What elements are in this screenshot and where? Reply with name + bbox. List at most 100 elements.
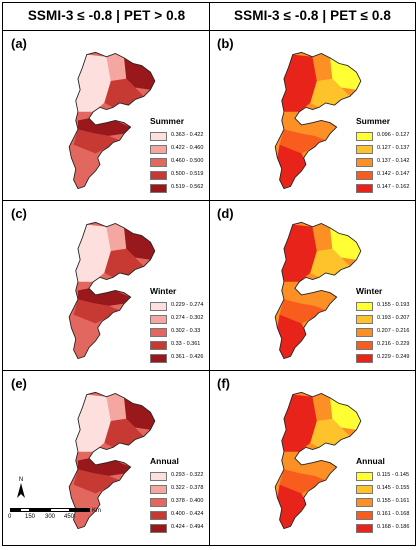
legend-range-label: 0.302 - 0.33 — [171, 328, 201, 334]
map-zone — [124, 397, 155, 430]
legend-range-label: 0.400 - 0.424 — [171, 511, 204, 517]
map-zone — [77, 458, 131, 476]
legend-swatch — [356, 511, 373, 520]
map-zone — [75, 394, 111, 452]
map-outline — [68, 51, 156, 190]
panel-label: (c) — [11, 206, 27, 221]
map-zone — [75, 224, 111, 282]
legend: 0.293 - 0.322 0.322 - 0.378 0.378 - 0.400 0… — [150, 470, 210, 535]
legend-range-label: 0.460 - 0.500 — [171, 158, 204, 164]
season-title: Summer — [356, 116, 391, 126]
map-zone — [330, 227, 361, 260]
legend-range-label: 0.155 - 0.161 — [377, 498, 410, 504]
legend-range-label: 0.378 - 0.400 — [171, 498, 204, 504]
legend-swatch — [356, 524, 373, 533]
legend-item: 0.229 - 0.274 — [150, 300, 210, 313]
map-zone — [73, 469, 120, 494]
scale-segment — [70, 508, 90, 512]
row-divider-1 — [2, 200, 416, 201]
legend-item: 0.207 - 0.216 — [356, 326, 416, 339]
scale-bar: N 0 150 300 450 Km — [8, 477, 120, 540]
legend-range-label: 0.293 - 0.322 — [171, 472, 204, 478]
legend-item: 0.137 - 0.142 — [356, 156, 416, 169]
svg-text:N: N — [19, 477, 23, 483]
legend-item: 0.424 - 0.494 — [150, 522, 210, 535]
map-zone — [71, 484, 100, 529]
legend-range-label: 0.361 - 0.426 — [171, 354, 204, 360]
legend-range-label: 0.137 - 0.142 — [377, 158, 410, 164]
legend-range-label: 0.145 - 0.155 — [377, 485, 410, 491]
legend-swatch — [356, 184, 373, 193]
legend-range-label: 0.33 - 0.361 — [171, 341, 201, 347]
map-panel-f: (f) Annual 0.115 - 0.145 0.145 - 0.155 0.155… — [210, 372, 416, 537]
legend-swatch — [356, 132, 373, 141]
legend: 0.155 - 0.193 0.193 - 0.207 0.207 - 0.216 0… — [356, 300, 416, 365]
legend-range-label: 0.519 - 0.562 — [171, 184, 204, 190]
season-title: Winter — [356, 286, 383, 296]
legend: 0.229 - 0.274 0.274 - 0.302 0.302 - 0.33 0.… — [150, 300, 210, 365]
map-zone — [73, 299, 120, 324]
column-title-left: SSMI-3 ≤ -0.8 | PET > 0.8 — [27, 8, 186, 23]
legend-item: 0.274 - 0.302 — [150, 313, 210, 326]
legend-item: 0.127 - 0.137 — [356, 143, 416, 156]
legend-range-label: 0.161 - 0.168 — [377, 511, 410, 517]
scale-segment — [30, 508, 50, 512]
map-zone — [277, 144, 306, 189]
season-title: Annual — [150, 456, 179, 466]
map-zone — [281, 224, 317, 282]
map-zone — [283, 458, 337, 476]
legend-swatch — [356, 171, 373, 180]
legend-swatch — [150, 341, 167, 350]
legend-item: 0.216 - 0.229 — [356, 339, 416, 352]
legend-item: 0.400 - 0.424 — [150, 509, 210, 522]
legend-range-label: 0.216 - 0.229 — [377, 341, 410, 347]
scale-tick-label: 0 — [8, 514, 12, 520]
legend-item: 0.147 - 0.162 — [356, 182, 416, 195]
map-zone — [281, 394, 317, 452]
legend-range-label: 0.207 - 0.216 — [377, 328, 410, 334]
north-arrow-icon: N — [17, 477, 25, 498]
legend-range-label: 0.168 - 0.186 — [377, 524, 410, 530]
region-map — [68, 221, 156, 360]
map-zone — [75, 54, 111, 112]
map-zone — [277, 484, 306, 529]
scale-segment — [20, 508, 30, 512]
legend-swatch — [356, 472, 373, 481]
legend-item: 0.096 - 0.127 — [356, 130, 416, 143]
legend-range-label: 0.096 - 0.127 — [377, 132, 410, 138]
map-zone — [279, 299, 326, 324]
map-outline — [68, 391, 156, 530]
map-zone — [312, 53, 333, 81]
legend-range-label: 0.274 - 0.302 — [171, 315, 204, 321]
map-panel-d: (d) Winter 0.155 - 0.193 0.193 - 0.207 0.207… — [210, 202, 416, 367]
region-map — [68, 51, 156, 190]
legend: 0.363 - 0.422 0.422 - 0.460 0.460 - 0.500 0… — [150, 130, 210, 195]
map-zone — [312, 393, 333, 421]
legend-range-label: 0.147 - 0.162 — [377, 184, 410, 190]
legend-item: 0.378 - 0.400 — [150, 496, 210, 509]
legend-item: 0.361 - 0.426 — [150, 352, 210, 365]
map-zone — [77, 118, 131, 136]
legend-range-label: 0.155 - 0.193 — [377, 302, 410, 308]
legend-item: 0.460 - 0.500 — [150, 156, 210, 169]
map-zone — [71, 144, 100, 189]
map-outline — [274, 221, 362, 360]
legend-range-label: 0.193 - 0.207 — [377, 315, 410, 321]
legend-item: 0.500 - 0.519 — [150, 169, 210, 182]
legend-item: 0.161 - 0.168 — [356, 509, 416, 522]
map-zone — [124, 57, 155, 90]
column-divider — [209, 2, 210, 546]
legend: 0.115 - 0.145 0.145 - 0.155 0.155 - 0.161 0… — [356, 470, 416, 535]
legend-swatch — [150, 511, 167, 520]
map-zone — [281, 54, 317, 112]
legend-item: 0.142 - 0.147 — [356, 169, 416, 182]
map-zone — [106, 223, 127, 251]
map-panel-a: (a) Summer 0.363 - 0.422 0.422 - 0.460 0.460… — [4, 32, 210, 197]
panel-label: (a) — [11, 36, 27, 51]
map-zone — [73, 129, 120, 154]
legend-swatch — [150, 472, 167, 481]
map-zone — [312, 223, 333, 251]
legend-swatch — [356, 498, 373, 507]
panel-label: (e) — [11, 376, 27, 391]
legend-range-label: 0.422 - 0.460 — [171, 145, 204, 151]
